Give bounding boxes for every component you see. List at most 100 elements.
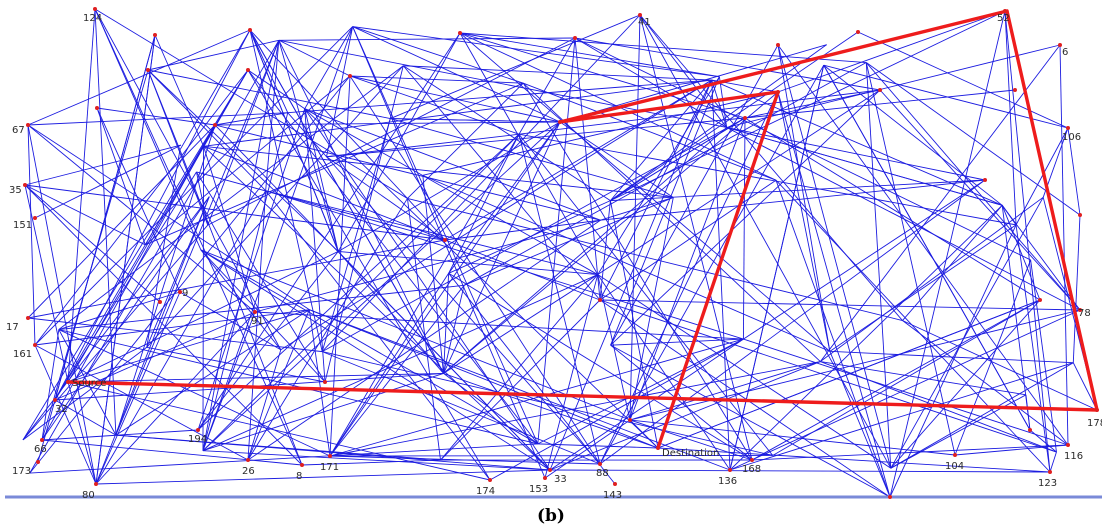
graph-edge bbox=[202, 121, 561, 452]
node-label: 9 bbox=[182, 288, 188, 299]
graph-edge bbox=[94, 8, 117, 436]
graph-edge bbox=[352, 26, 524, 84]
graph-edge bbox=[249, 29, 444, 374]
node-label: 67 bbox=[12, 125, 25, 136]
graph-node bbox=[328, 454, 332, 458]
node-label: 91 bbox=[251, 316, 264, 327]
graph-edge bbox=[1004, 10, 1051, 473]
graph-edge bbox=[147, 69, 181, 151]
graph-edge bbox=[777, 91, 891, 498]
route-edge bbox=[558, 90, 780, 124]
graph-edge bbox=[549, 79, 713, 471]
node-label: 41 bbox=[638, 17, 651, 28]
graph-edge bbox=[726, 127, 1081, 311]
graph-node bbox=[443, 238, 447, 242]
graph-edge bbox=[67, 251, 339, 383]
graph-node bbox=[776, 90, 780, 94]
graph-node bbox=[300, 463, 304, 467]
graph-node bbox=[94, 482, 98, 486]
graph-edge bbox=[820, 361, 1027, 396]
graph-edge bbox=[902, 320, 1069, 446]
graph-edge bbox=[34, 309, 310, 346]
graph-edge bbox=[751, 299, 1041, 461]
graph-edge bbox=[247, 309, 310, 461]
graph-node bbox=[246, 458, 250, 462]
graph-edge bbox=[115, 124, 216, 436]
graph-edge bbox=[518, 37, 576, 135]
graph-edge bbox=[742, 117, 746, 340]
graph-edge bbox=[610, 31, 859, 201]
graph-edge bbox=[304, 108, 339, 252]
graph-node bbox=[750, 458, 754, 462]
graph-edge bbox=[889, 10, 1006, 498]
graph-edge bbox=[902, 320, 1098, 411]
graph-edge bbox=[67, 372, 444, 383]
graph-edge bbox=[1072, 362, 1098, 411]
graph-edge bbox=[329, 121, 561, 457]
graph-edge bbox=[829, 351, 891, 498]
graph-edge bbox=[304, 108, 551, 471]
node-label: 35 bbox=[9, 185, 22, 196]
graph-edge bbox=[247, 69, 305, 110]
graph-edge bbox=[352, 26, 561, 123]
graph-edge bbox=[27, 29, 251, 126]
node-label: 6 bbox=[1062, 47, 1068, 58]
graph-edge bbox=[67, 69, 249, 383]
graph-node bbox=[1048, 470, 1052, 474]
graph-edge bbox=[890, 299, 1041, 469]
graph-edge bbox=[247, 69, 491, 481]
graph-node bbox=[638, 13, 642, 17]
graph-edge bbox=[349, 75, 520, 135]
graph-edge bbox=[443, 127, 727, 374]
graph-edge bbox=[610, 89, 881, 346]
graph-node bbox=[598, 298, 602, 302]
graph-edge bbox=[326, 156, 601, 465]
graph-edge bbox=[390, 118, 674, 198]
graph-edge bbox=[1015, 224, 1051, 473]
graph-edge bbox=[338, 251, 598, 276]
graph-edge bbox=[629, 419, 753, 461]
node-label: 123 bbox=[1038, 478, 1057, 489]
graph-edge bbox=[249, 29, 323, 352]
graph-node bbox=[743, 116, 747, 120]
graph-edge bbox=[777, 91, 831, 352]
graph-edge bbox=[777, 44, 1069, 446]
graph-edge bbox=[337, 32, 461, 252]
graph-edge bbox=[422, 175, 444, 374]
graph-edge bbox=[24, 184, 303, 466]
node-label: 143 bbox=[603, 490, 622, 501]
graph-edge bbox=[54, 34, 156, 401]
graph-edge bbox=[1072, 214, 1081, 363]
graph-edge bbox=[202, 40, 280, 451]
graph-edge bbox=[629, 14, 641, 421]
graph-edge bbox=[27, 317, 323, 353]
route-edge bbox=[66, 380, 1099, 412]
graph-edge bbox=[67, 309, 310, 383]
graph-edge bbox=[27, 124, 216, 319]
graph-node bbox=[1095, 408, 1099, 412]
graph-node bbox=[558, 120, 562, 124]
graph-edge bbox=[820, 44, 1061, 362]
node-label: 168 bbox=[742, 464, 761, 475]
graph-node bbox=[23, 183, 27, 187]
graph-edge bbox=[96, 107, 146, 245]
graph-node bbox=[253, 310, 257, 314]
graph-edge bbox=[443, 285, 465, 374]
graph-edge bbox=[890, 197, 1044, 469]
graph-edge bbox=[866, 62, 1081, 216]
node-label: 178 bbox=[1087, 418, 1102, 429]
graph-edge bbox=[95, 190, 267, 485]
graph-edge bbox=[203, 145, 551, 471]
graph-edge bbox=[1015, 127, 1069, 226]
graph-edge bbox=[24, 144, 182, 186]
graph-node bbox=[856, 30, 860, 34]
graph-edge bbox=[200, 249, 539, 445]
graph-edge bbox=[422, 174, 831, 352]
node-label: 66 bbox=[34, 444, 47, 455]
graph-edge bbox=[459, 32, 831, 352]
graph-edge bbox=[146, 346, 326, 383]
graph-node bbox=[728, 468, 732, 472]
graph-edge bbox=[147, 69, 266, 191]
graph-edge bbox=[287, 79, 712, 114]
graph-edge bbox=[309, 309, 659, 449]
